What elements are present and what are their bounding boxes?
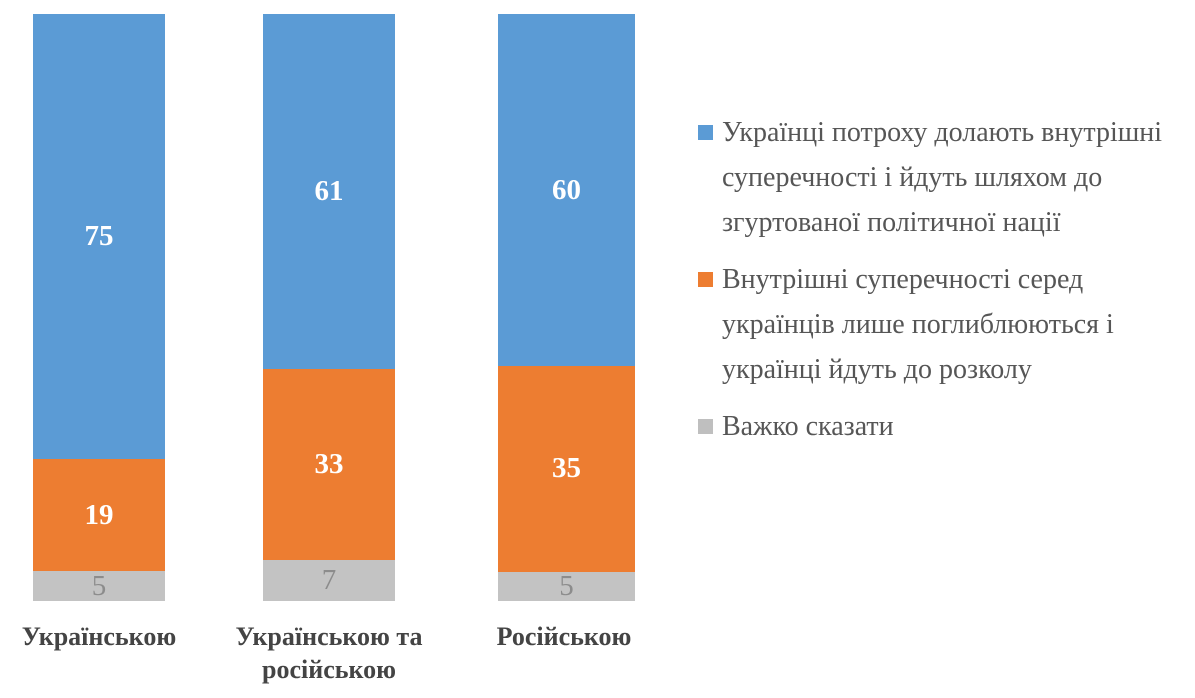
category-label-line: Російською bbox=[496, 622, 632, 651]
category-label-ukrainian: Українською bbox=[0, 620, 249, 653]
chart-legend: Українці потроху долають внутрішні супер… bbox=[698, 110, 1190, 461]
bar-segment: 5 bbox=[33, 571, 165, 601]
category-label-ukrainian-and-russian: Українською та російською bbox=[179, 620, 479, 686]
legend-line: Внутрішні суперечності серед bbox=[722, 264, 1084, 295]
legend-swatch-orange-icon bbox=[698, 272, 713, 287]
plot-area: 75 19 5 61 33 7 60 35 5 bbox=[33, 14, 635, 601]
data-label: 5 bbox=[559, 569, 574, 602]
data-label: 75 bbox=[84, 219, 114, 252]
legend-item-hard-to-say: Важко сказати bbox=[698, 404, 1190, 449]
category-label-line: Українською та bbox=[235, 622, 423, 651]
legend-item-overcoming: Українці потроху долають внутрішні супер… bbox=[698, 110, 1190, 245]
stacked-bar: 61 33 7 bbox=[263, 14, 395, 601]
bar-segment: 35 bbox=[498, 366, 635, 572]
category-label-russian: Російською bbox=[414, 620, 714, 653]
data-label: 5 bbox=[91, 569, 107, 602]
legend-item-deepening: Внутрішні суперечності серед українців л… bbox=[698, 257, 1190, 392]
legend-line: згуртованої політичної нації bbox=[722, 207, 1061, 238]
bar-segment: 7 bbox=[263, 560, 395, 601]
data-label: 19 bbox=[84, 498, 114, 531]
legend-item-label: Українці потроху долають внутрішні супер… bbox=[722, 110, 1162, 245]
data-label: 7 bbox=[321, 564, 337, 597]
data-label: 60 bbox=[552, 173, 581, 206]
stacked-bar: 60 35 5 bbox=[498, 14, 635, 601]
category-label-line: російською bbox=[262, 655, 396, 684]
bar-segment: 75 bbox=[33, 14, 165, 459]
legend-item-label: Внутрішні суперечності серед українців л… bbox=[722, 257, 1114, 392]
bar-segment: 60 bbox=[498, 14, 635, 367]
legend-line: Українці потроху долають внутрішні bbox=[722, 117, 1163, 148]
bar-segment: 61 bbox=[263, 14, 395, 369]
legend-item-label: Важко сказати bbox=[722, 404, 894, 449]
data-label: 33 bbox=[314, 447, 344, 480]
legend-swatch-gray-icon bbox=[698, 419, 713, 434]
stacked-bar: 75 19 5 bbox=[33, 14, 165, 601]
bar-segment: 19 bbox=[33, 458, 165, 572]
data-label: 61 bbox=[314, 174, 344, 207]
legend-line: українці йдуть до розколу bbox=[722, 354, 1032, 385]
bar-segment: 33 bbox=[263, 368, 395, 561]
legend-line: Важко сказати bbox=[722, 411, 894, 442]
category-label-line: Українською bbox=[21, 622, 177, 651]
legend-line: суперечності і йдуть шляхом до bbox=[722, 162, 1103, 193]
legend-line: українців лише поглиблюються і bbox=[722, 309, 1114, 340]
data-label: 35 bbox=[552, 452, 581, 485]
legend-swatch-blue-icon bbox=[698, 125, 713, 140]
bar-segment: 5 bbox=[498, 569, 635, 602]
